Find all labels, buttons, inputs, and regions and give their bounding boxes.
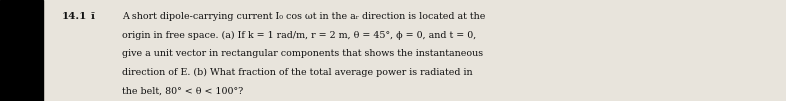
Text: the belt, 80° < θ < 100°?: the belt, 80° < θ < 100°? bbox=[122, 87, 243, 96]
Bar bbox=[0, 0, 43, 101]
Text: ĭ: ĭ bbox=[91, 12, 95, 21]
Text: give a unit vector in rectangular components that shows the instantaneous: give a unit vector in rectangular compon… bbox=[122, 49, 483, 58]
Text: 14.1: 14.1 bbox=[61, 12, 86, 21]
Text: A short dipole-carrying current I₀ cos ωt in the aᵣ direction is located at the: A short dipole-carrying current I₀ cos ω… bbox=[122, 12, 485, 21]
Text: direction of E. (b) What fraction of the total average power is radiated in: direction of E. (b) What fraction of the… bbox=[122, 68, 472, 77]
Text: origin in free space. (a) If k = 1 rad/m, r = 2 m, θ = 45°, ϕ = 0, and t = 0,: origin in free space. (a) If k = 1 rad/m… bbox=[122, 31, 476, 40]
